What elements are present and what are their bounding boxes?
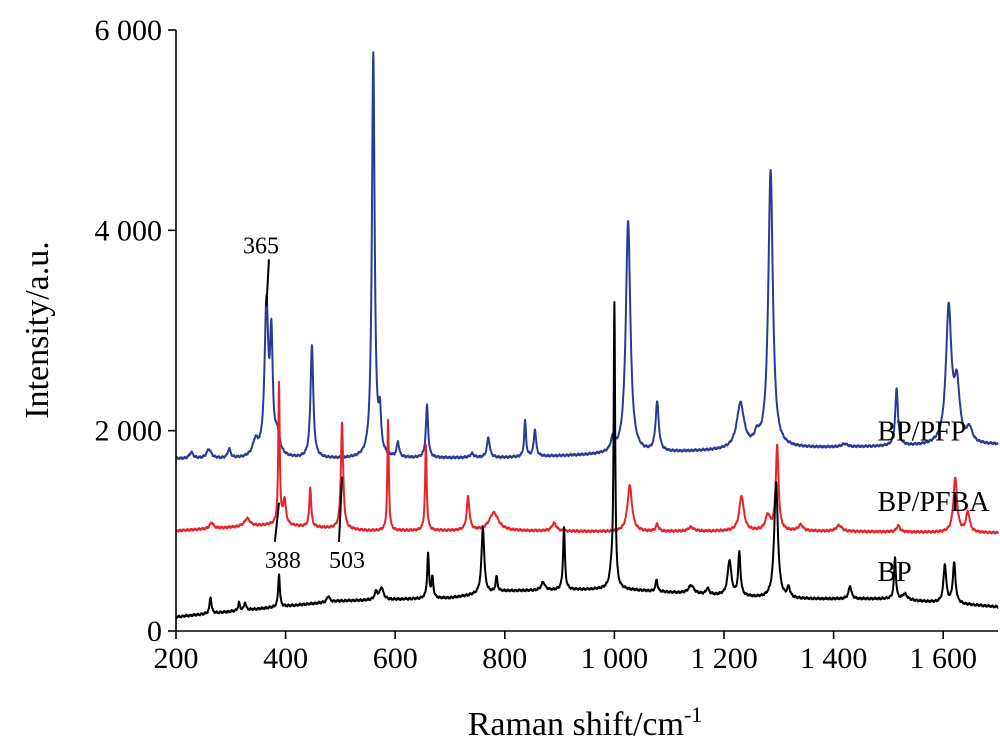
series-line-bp-pfba	[175, 380, 999, 535]
y-tick-label: 4 000	[95, 214, 163, 247]
x-tick-label: 1 600	[909, 642, 977, 675]
annotation-label: 503	[329, 548, 365, 574]
annotation-label: 365	[243, 233, 279, 259]
x-tick-label: 400	[263, 642, 308, 675]
x-tick-label: 200	[154, 642, 199, 675]
x-axis-label-main: Raman shift/cm	[468, 706, 684, 743]
annotation-leader-line	[337, 476, 344, 542]
y-tick-label: 2 000	[95, 415, 163, 448]
annotation-leader-line	[273, 502, 281, 543]
y-tick-label: 6 000	[95, 14, 163, 47]
series-line-bp	[175, 301, 999, 619]
series-labels: BP/PFP BP/PFBA BP	[877, 417, 990, 588]
x-axis-label: Raman shift/cm-1	[468, 702, 703, 743]
ticks: 200 400 600 800 1 000 1 200 1 400 1 600 0 2 000 4 …	[95, 14, 977, 675]
annotation-leader-line	[265, 259, 270, 307]
series-label: BP/PFP	[877, 417, 966, 448]
y-tick-label: 0	[147, 615, 162, 648]
x-tick-label: 1 200	[690, 642, 758, 675]
x-tick-label: 600	[373, 642, 418, 675]
peak-annotations: 365 388 503	[243, 233, 365, 574]
x-axis-label-superscript: -1	[684, 702, 702, 727]
x-tick-label: 1 000	[581, 642, 649, 675]
series-line-bp-pfp	[175, 51, 999, 461]
axes	[175, 30, 998, 632]
series-label: BP	[877, 557, 911, 588]
series-label: BP/PFBA	[877, 487, 990, 518]
spectra-lines	[175, 51, 999, 619]
x-tick-label: 800	[482, 642, 527, 675]
annotation-label: 388	[265, 548, 301, 574]
x-tick-label: 1 400	[800, 642, 868, 675]
y-axis-label: Intensity/a.u.	[19, 241, 56, 419]
